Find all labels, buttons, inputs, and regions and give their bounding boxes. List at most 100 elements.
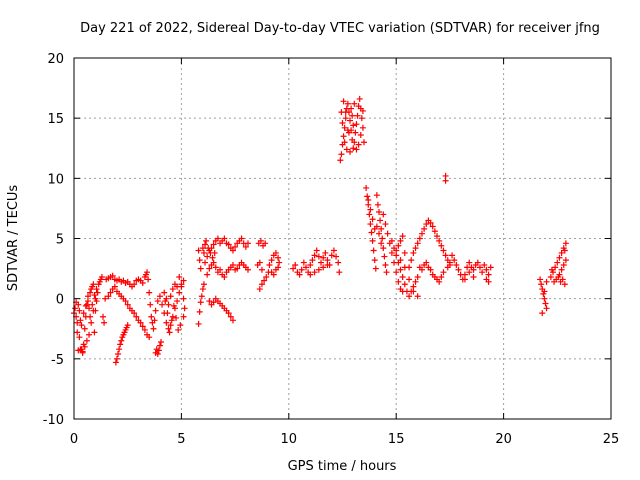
data-point [300,259,307,266]
data-point [170,302,177,309]
data-point [221,274,228,281]
data-point [374,201,381,208]
data-point [328,252,335,259]
data-point [333,253,340,260]
data-point [340,133,347,140]
data-point [401,281,408,288]
data-point [159,301,166,308]
data-point [388,249,395,256]
data-point [221,235,228,242]
data-point [232,243,239,250]
data-point [354,112,361,119]
data-point [408,257,415,264]
data-point [382,261,389,268]
data-point [152,307,159,314]
y-tick-label: 10 [47,172,64,187]
data-point [113,355,120,362]
data-point [83,301,90,308]
data-point [177,322,184,329]
data-point [268,257,275,264]
data-point [169,286,176,293]
data-point [449,252,456,259]
data-point [315,253,322,260]
data-point [309,257,316,264]
data-point [196,257,203,264]
data-point [302,264,309,271]
data-point [145,276,152,283]
data-point [359,107,366,114]
data-point [115,351,122,358]
data-point [356,95,363,102]
data-point [93,286,100,293]
data-point [167,293,174,300]
data-point [440,269,447,276]
data-point [427,266,434,273]
data-point [388,237,395,244]
data-point [479,269,486,276]
data-point [410,249,417,256]
data-point [342,115,349,122]
data-point [324,261,331,268]
data-point [427,219,434,226]
data-point [382,221,389,228]
data-point [80,310,87,317]
data-point [162,298,169,305]
data-point [412,245,419,252]
data-point [116,346,123,353]
data-point [339,119,346,126]
data-point [200,281,207,288]
data-point [466,269,473,276]
data-point [412,278,419,285]
data-point [195,247,202,254]
data-point [117,341,124,348]
data-point [414,293,421,300]
data-point [338,151,345,158]
data-point [368,229,375,236]
data-point [90,281,97,288]
data-point [84,298,91,305]
data-point [376,230,383,237]
data-point [330,247,337,254]
data-point [199,286,206,293]
data-point [209,254,216,261]
data-point [481,261,488,268]
data-point [86,305,93,312]
data-point [90,307,97,314]
data-point [88,319,95,326]
data-point [474,259,481,266]
data-point [210,299,217,306]
data-point [292,261,299,268]
data-point [168,317,175,324]
data-point [81,343,88,350]
data-point [229,247,236,254]
y-tick-label: 5 [56,233,64,248]
data-point [438,274,445,281]
data-point [444,264,451,271]
data-point [211,249,218,256]
data-point [74,319,81,326]
data-point [229,261,236,268]
data-point [542,300,549,307]
data-point [78,322,85,329]
data-point [256,259,263,266]
data-point [537,276,544,283]
data-point [423,259,430,266]
data-point [455,266,462,273]
data-point [358,115,365,122]
data-point [380,211,387,218]
data-point [165,301,172,308]
data-point [556,271,563,278]
data-point [556,254,563,261]
data-point [343,146,350,153]
data-point [87,289,94,296]
data-point [163,319,170,326]
data-point [366,211,373,218]
data-point [440,247,447,254]
data-point [139,323,146,330]
chart-title: Day 221 of 2022, Sidereal Day-to-day VTE… [80,21,600,36]
data-point [86,331,93,338]
data-point [451,257,458,264]
data-point [77,346,84,353]
data-point [431,228,438,235]
